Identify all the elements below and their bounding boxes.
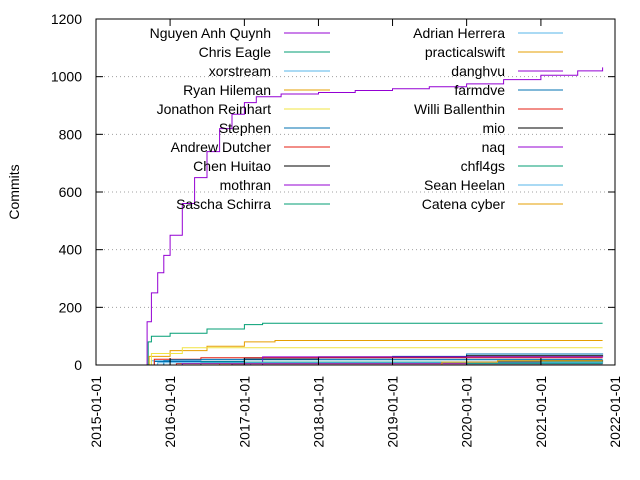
y-axis-ticks: 0 200 400 600 800 1000 1200 [51, 11, 615, 373]
y-tick-label: 400 [59, 242, 83, 258]
legend-label: Adrian Herrera [413, 25, 505, 41]
series-line-3 [145, 340, 603, 366]
x-tick-label: 2022-01-01 [607, 376, 623, 448]
legend-label: practicalswift [425, 44, 505, 60]
y-tick-label: 800 [59, 126, 83, 142]
legend-label: Sascha Schirra [176, 196, 271, 212]
x-tick-label: 2020-01-01 [459, 376, 475, 448]
legend-label: chfl4gs [461, 158, 505, 174]
series-line-1 [145, 322, 603, 366]
legend-label: Jonathon Reinhart [157, 101, 272, 117]
legend-label: Sean Heelan [424, 177, 505, 193]
y-grid-lines [96, 76, 615, 308]
series-line-0 [145, 67, 604, 366]
y-tick-label: 600 [59, 184, 83, 200]
legend-label: farmdve [454, 82, 505, 98]
legend-label: Chen Huitao [193, 158, 271, 174]
x-tick-label: 2019-01-01 [385, 376, 401, 448]
x-tick-label: 2016-01-01 [162, 376, 178, 448]
legend-label: xorstream [209, 63, 271, 79]
y-tick-label: 1200 [51, 11, 82, 27]
legend-label: mothran [220, 177, 271, 193]
x-axis-ticks: 2015-01-01 2016-01-01 2017-01-01 2018-01-01… [88, 19, 623, 448]
x-tick-label: 2017-01-01 [236, 376, 252, 448]
legend: Nguyen Anh Quynh Chris Eagle xorstream Ryan… [150, 25, 563, 212]
y-tick-label: 1000 [51, 69, 82, 85]
legend-label: Andrew Dutcher [171, 139, 272, 155]
x-tick-label: 2015-01-01 [88, 376, 104, 448]
legend-label: Chris Eagle [199, 44, 272, 60]
y-tick-label: 0 [74, 357, 82, 373]
y-tick-label: 200 [59, 299, 83, 315]
legend-label: Nguyen Anh Quynh [150, 25, 271, 41]
legend-label: naq [482, 139, 505, 155]
y-axis-label: Commits [6, 164, 22, 219]
x-tick-label: 2021-01-01 [533, 376, 549, 448]
legend-label: mio [482, 120, 505, 136]
legend-label: Ryan Hileman [183, 82, 271, 98]
x-tick-label: 2018-01-01 [310, 376, 326, 448]
legend-label: Willi Ballenthin [414, 101, 505, 117]
legend-label: Catena cyber [422, 196, 506, 212]
legend-label: Stephen [219, 120, 271, 136]
legend-label: danghvu [451, 63, 505, 79]
